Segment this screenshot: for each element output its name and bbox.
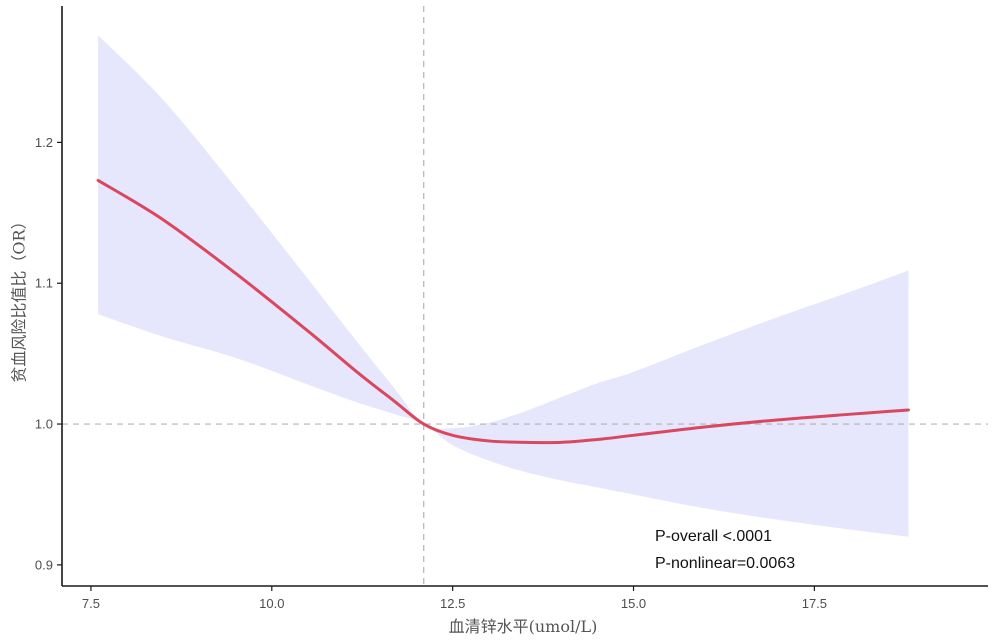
x-tick-label: 10.0 [259, 596, 284, 611]
y-axis-title: 贫血风险比值比（OR） [10, 213, 29, 382]
confidence-band-0 [98, 35, 909, 537]
y-tick-label: 0.9 [35, 557, 53, 572]
series-line-0 [96, 178, 910, 445]
x-axis-title: 血清锌水平(umol/L) [449, 617, 598, 636]
x-tick-label: 7.5 [82, 596, 100, 611]
ticks-layer: 7.5 10.0 12.5 15.0 17.5 0.9 1.0 1.1 1.2 [35, 135, 827, 611]
confidence-band-layer [98, 35, 909, 537]
x-tick-label: 12.5 [440, 596, 465, 611]
y-tick-label: 1.1 [35, 276, 53, 291]
reference-lines-layer [62, 6, 988, 586]
series-line-layer [96, 178, 910, 445]
annotation-p-overall: P-overall <.0001 [655, 528, 772, 545]
x-tick-label: 17.5 [802, 596, 827, 611]
y-tick-label: 1.0 [35, 417, 53, 432]
axes-layer [61, 6, 988, 587]
annotation-p-nonlinear: P-nonlinear=0.0063 [655, 555, 795, 572]
y-tick-label: 1.2 [35, 135, 53, 150]
x-tick-label: 15.0 [621, 596, 646, 611]
